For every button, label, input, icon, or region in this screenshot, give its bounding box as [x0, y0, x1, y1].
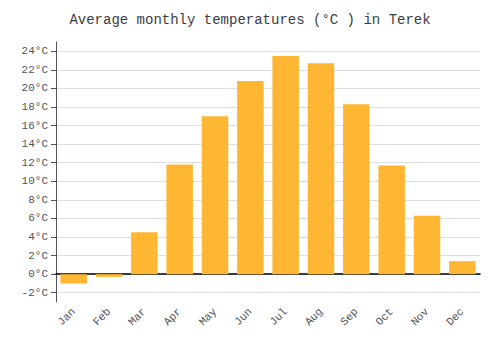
svg-text:-2°C: -2°C: [22, 287, 49, 299]
svg-text:Mar: Mar: [126, 306, 148, 328]
svg-text:Apr: Apr: [161, 306, 183, 328]
svg-text:Oct: Oct: [373, 306, 395, 328]
svg-text:Jul: Jul: [267, 306, 289, 328]
svg-text:May: May: [197, 305, 220, 328]
svg-text:Feb: Feb: [91, 306, 113, 328]
svg-text:22°C: 22°C: [22, 64, 49, 76]
svg-text:Sep: Sep: [338, 306, 360, 328]
svg-text:14°C: 14°C: [22, 138, 49, 150]
svg-text:0°C: 0°C: [28, 268, 48, 280]
svg-text:4°C: 4°C: [28, 231, 48, 243]
svg-text:24°C: 24°C: [22, 45, 49, 57]
svg-text:2°C: 2°C: [28, 250, 48, 262]
svg-text:10°C: 10°C: [22, 175, 49, 187]
svg-text:16°C: 16°C: [22, 120, 49, 132]
svg-text:Nov: Nov: [409, 305, 432, 328]
svg-text:18°C: 18°C: [22, 101, 49, 113]
svg-text:20°C: 20°C: [22, 82, 49, 94]
svg-text:8°C: 8°C: [28, 194, 48, 206]
svg-text:Jan: Jan: [55, 306, 77, 328]
svg-text:6°C: 6°C: [28, 212, 48, 224]
svg-text:12°C: 12°C: [22, 157, 49, 169]
svg-text:Jun: Jun: [232, 306, 254, 328]
svg-text:Average monthly temperatures (: Average monthly temperatures (°C ) in Te…: [69, 12, 430, 28]
svg-text:Dec: Dec: [444, 306, 466, 328]
svg-text:Aug: Aug: [303, 306, 325, 328]
